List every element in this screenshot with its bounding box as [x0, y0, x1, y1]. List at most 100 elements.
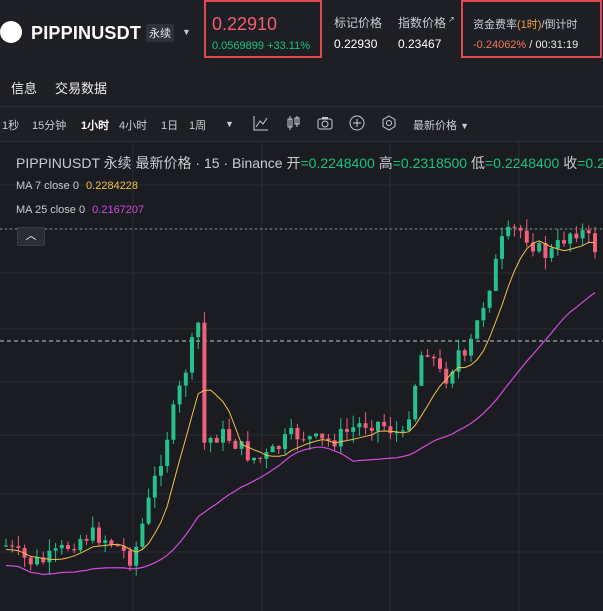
candle-body: [140, 523, 145, 547]
candle-body: [500, 236, 504, 259]
price-change: 0.0569899 +33.11%: [212, 40, 310, 52]
candle-body: [450, 371, 455, 384]
ma7-legend[interactable]: MA 7 close 0 0.2284228: [16, 180, 138, 192]
candle-body: [481, 307, 486, 321]
low-label: 低: [470, 155, 485, 171]
candle-body: [183, 372, 188, 386]
settings-icon[interactable]: [381, 115, 397, 131]
candle-body: [295, 427, 300, 440]
plus-circle-icon[interactable]: [349, 115, 365, 131]
candle-body: [524, 230, 529, 243]
change-abs: 0.0569899: [212, 40, 264, 52]
candle-body: [425, 355, 430, 357]
candle-body: [227, 429, 232, 441]
candle-body: [233, 440, 238, 449]
candle-body: [190, 337, 194, 373]
ma25-line: [5, 292, 596, 576]
candle-body: [444, 368, 449, 384]
top-bar: PIPPINUSDT 永续 ▼ 0.22910 0.0569899 +33.11…: [0, 0, 603, 66]
interval-1w[interactable]: 1周: [189, 120, 207, 132]
candle-body: [326, 438, 331, 441]
interval-15m[interactable]: 15分钟: [32, 120, 67, 132]
interval-4h[interactable]: 4小时: [119, 120, 148, 132]
mark-price: 0.22930: [334, 37, 378, 51]
funding-interval: (1时): [517, 19, 542, 31]
camera-icon[interactable]: [317, 115, 333, 131]
candle-body: [115, 545, 120, 547]
candle-body: [376, 421, 380, 431]
candle-body: [252, 457, 256, 461]
chevron-down-icon[interactable]: ▼: [182, 27, 191, 37]
ma7-line: [5, 240, 596, 561]
candle-body: [456, 350, 461, 372]
candle-body: [239, 441, 244, 449]
candle-type-icon[interactable]: [285, 115, 301, 131]
candle-body: [35, 557, 39, 565]
price-type-label: 最新价格: [413, 120, 457, 132]
candle-body: [47, 550, 52, 563]
candle-body: [419, 355, 424, 386]
ma25-label: MA 25 close 0: [16, 204, 86, 216]
countdown-label: /倒计时: [541, 19, 578, 31]
interval-1s[interactable]: 1秒: [2, 120, 20, 132]
high-label: 高: [378, 155, 393, 171]
chart-legend: PIPPINUSDT 永续 最新价格 · 15 · Binance 开=0.22…: [16, 153, 603, 173]
candle-body: [59, 545, 64, 549]
candle-body: [512, 226, 517, 228]
interval-1h[interactable]: 1小时: [81, 120, 110, 132]
candle-body: [580, 230, 585, 239]
candle-body: [462, 350, 467, 356]
candle-body: [431, 356, 436, 359]
candle-body: [177, 385, 182, 405]
countdown: 00:31:19: [535, 39, 579, 51]
candle-body: [407, 419, 411, 431]
ma25-legend[interactable]: MA 25 close 0 0.2167207: [16, 204, 144, 216]
funding-rate: -0.24062%: [473, 39, 527, 51]
funding-box: 资金费率(1时)/倒计时 -0.24062% / 00:31:19: [461, 0, 602, 58]
candle-body: [307, 436, 312, 440]
candle-body: [221, 429, 225, 443]
candle-body: [438, 358, 442, 369]
change-pct: +33.11%: [267, 40, 310, 52]
candle-body: [53, 548, 58, 551]
candle-body: [208, 437, 213, 443]
index-price: 0.23467: [398, 37, 442, 51]
chevron-down-icon[interactable]: ▼: [225, 119, 234, 129]
last-price-box: 0.22910 0.0569899 +33.11%: [204, 0, 322, 58]
candle-body: [90, 527, 95, 541]
close-value: =0.2: [577, 155, 603, 171]
candle-body: [276, 446, 281, 450]
open-label: 开: [286, 155, 301, 171]
candle-body: [351, 427, 356, 432]
ma7-label: MA 7 close 0: [16, 180, 79, 192]
candle-body: [562, 240, 566, 244]
candle-body: [10, 545, 15, 547]
collapse-legend-button[interactable]: ︿: [17, 227, 45, 246]
symbol-name[interactable]: PIPPINUSDT: [31, 23, 142, 43]
chevron-down-icon: ▼: [460, 121, 469, 131]
candle-body: [363, 423, 368, 428]
candlestick-chart[interactable]: [0, 142, 603, 611]
external-link-icon[interactable]: ↗: [448, 15, 455, 24]
candle-body: [301, 439, 306, 441]
candle-body: [382, 421, 387, 427]
candle-body: [506, 226, 511, 237]
interval-1d[interactable]: 1日: [161, 120, 179, 132]
candle-body: [394, 431, 399, 434]
funding-label[interactable]: 资金费率(1时)/倒计时: [473, 16, 578, 32]
candle-body: [314, 433, 318, 437]
tab-info[interactable]: 信息: [11, 81, 38, 96]
candle-body: [518, 227, 523, 231]
ma25-value: 0.2167207: [92, 204, 145, 216]
high-value: =0.2318500: [392, 155, 468, 171]
indicator-icon[interactable]: [253, 115, 269, 131]
candle-body: [66, 545, 70, 550]
tab-trading-data[interactable]: 交易数据: [55, 81, 108, 96]
price-chart[interactable]: [0, 142, 603, 611]
candle-body: [493, 258, 498, 291]
index-price-label[interactable]: 指数价格: [398, 16, 447, 30]
price-type-select[interactable]: 最新价格 ▼: [413, 117, 469, 133]
candle-body: [28, 557, 33, 565]
mark-price-label[interactable]: 标记价格: [334, 16, 383, 30]
close-label: 收: [563, 155, 578, 171]
